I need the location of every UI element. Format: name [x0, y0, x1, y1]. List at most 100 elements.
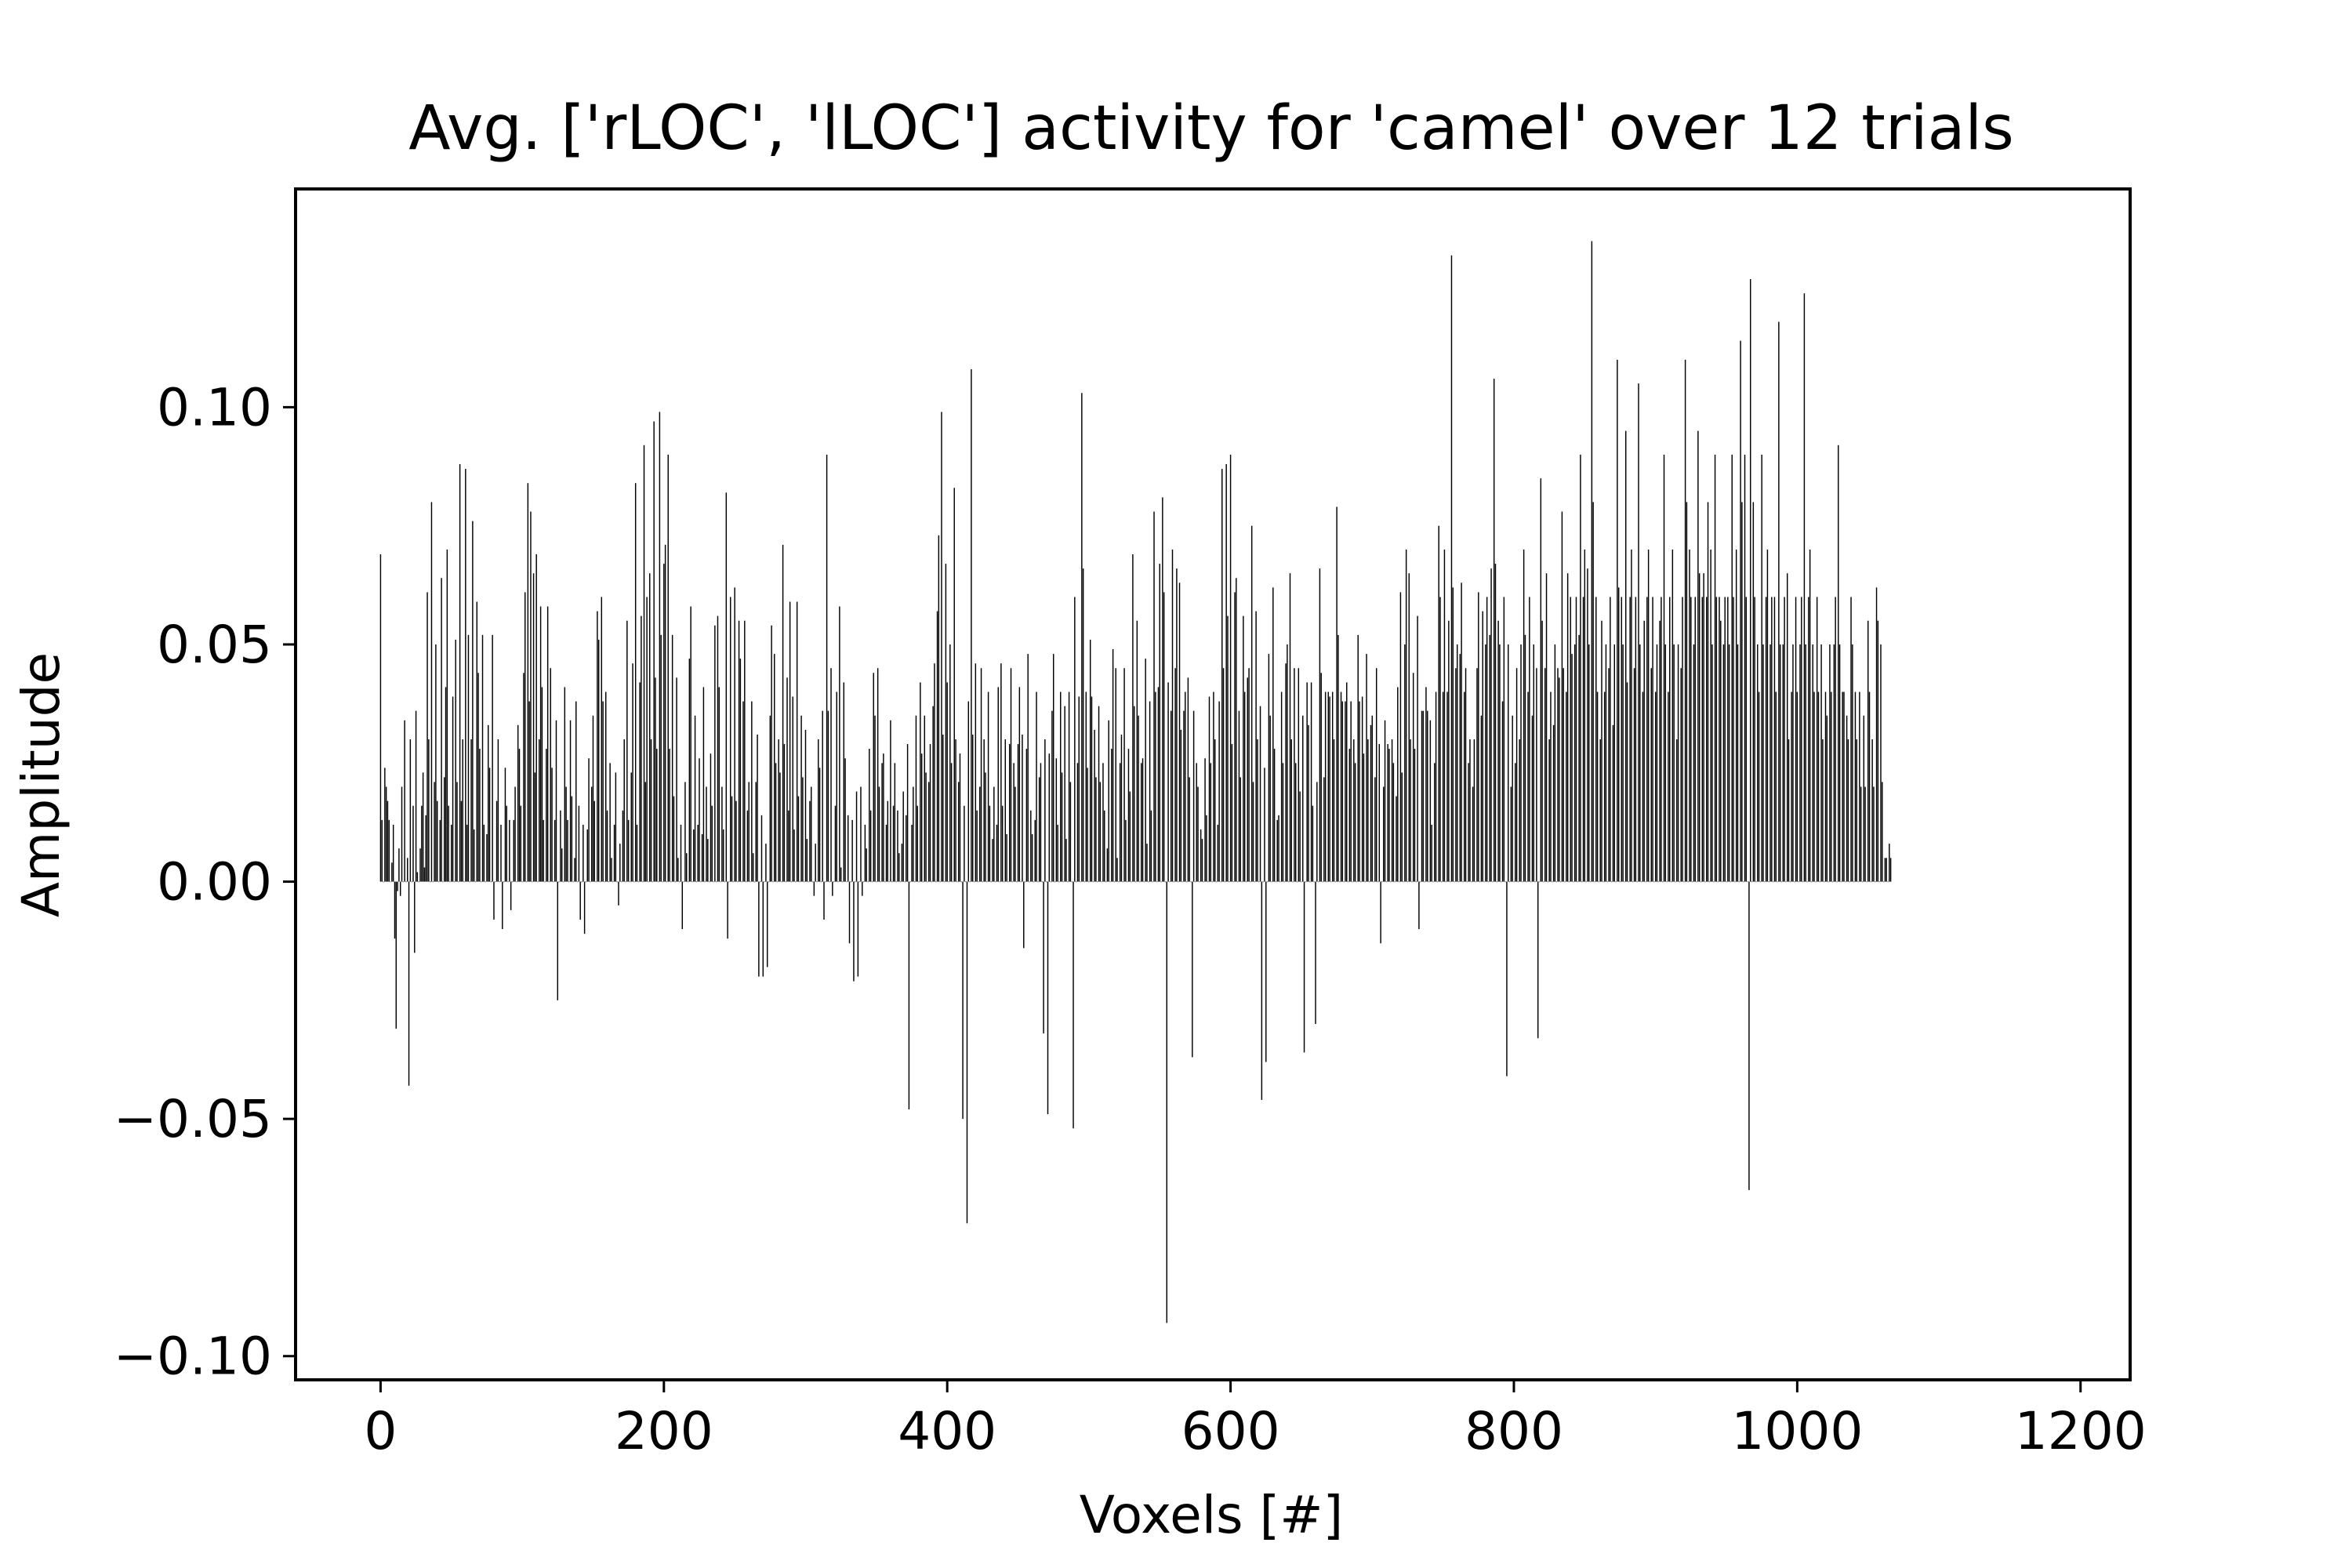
y-tick-label: 0.00 — [157, 852, 272, 913]
bar — [1361, 696, 1363, 882]
bar — [760, 815, 763, 882]
bar — [1143, 881, 1145, 883]
bar — [996, 824, 998, 882]
bar — [876, 881, 877, 883]
bar — [1099, 782, 1102, 882]
bar — [479, 749, 481, 882]
bar — [795, 881, 797, 883]
y-axis-label: Amplitude — [11, 652, 71, 917]
bar — [1735, 549, 1737, 882]
bar — [521, 881, 523, 883]
bar — [986, 881, 988, 883]
bar — [1065, 839, 1067, 882]
bar — [1381, 881, 1383, 883]
bar — [888, 881, 890, 883]
bar — [1299, 791, 1301, 882]
bar — [548, 881, 550, 883]
bar — [975, 663, 977, 882]
bar — [1227, 615, 1229, 882]
bar — [430, 502, 433, 882]
bar — [1561, 511, 1563, 882]
bar — [932, 706, 934, 882]
bar — [625, 881, 626, 883]
bar — [1769, 644, 1771, 882]
bar — [1420, 881, 1421, 883]
bar — [839, 606, 840, 882]
bar — [669, 749, 670, 882]
bar — [1214, 739, 1216, 882]
bar — [523, 673, 524, 882]
y-tick-label: −0.05 — [114, 1089, 272, 1149]
x-tick-label: 400 — [898, 1401, 996, 1461]
bar — [1471, 881, 1472, 883]
bar — [1610, 881, 1613, 883]
bar — [1432, 881, 1434, 883]
bar — [385, 786, 387, 882]
bar — [514, 786, 516, 882]
bar — [1319, 568, 1321, 882]
bar — [663, 564, 665, 882]
bar — [488, 768, 491, 882]
bar — [493, 881, 495, 920]
bar — [1394, 881, 1396, 883]
bar — [1690, 597, 1692, 882]
bar — [500, 824, 502, 882]
bar — [569, 720, 572, 882]
bar — [695, 881, 698, 883]
bar — [1164, 881, 1167, 883]
bar — [1302, 715, 1304, 882]
bar — [537, 881, 539, 883]
bar — [1190, 881, 1192, 883]
x-tick-label: 800 — [1465, 1401, 1563, 1461]
bar — [1194, 881, 1196, 883]
bar — [1272, 587, 1274, 882]
bar — [731, 796, 733, 882]
bar — [1201, 839, 1203, 882]
bar — [1330, 881, 1332, 883]
bar — [660, 634, 662, 882]
bar — [1030, 810, 1032, 882]
bar — [516, 881, 517, 883]
bar — [934, 663, 935, 882]
bar — [1047, 881, 1049, 1115]
bar — [1878, 881, 1880, 883]
bar — [818, 768, 821, 882]
bar — [1677, 644, 1679, 882]
bar — [459, 464, 461, 882]
bar — [989, 805, 991, 882]
bar — [572, 881, 574, 883]
bar — [1517, 881, 1519, 883]
bar — [1527, 691, 1529, 882]
bar — [925, 772, 927, 882]
bar — [735, 800, 737, 882]
bar — [1754, 597, 1755, 882]
x-tick-label: 0 — [364, 1401, 397, 1461]
bar — [1431, 824, 1432, 882]
bar — [1380, 881, 1381, 944]
bar — [728, 881, 730, 883]
bar — [1006, 834, 1007, 882]
bar — [1548, 739, 1550, 882]
bar — [1160, 881, 1162, 883]
bar — [1387, 744, 1388, 882]
bar — [892, 805, 895, 882]
bar — [1629, 597, 1631, 882]
bar — [1346, 682, 1348, 882]
bar — [1466, 881, 1468, 883]
bar — [550, 668, 551, 882]
bar — [840, 867, 842, 882]
bar — [1150, 810, 1152, 882]
bar — [421, 805, 423, 882]
bar — [758, 881, 760, 977]
bar — [1817, 691, 1820, 882]
bar — [1594, 881, 1595, 883]
bar — [1526, 881, 1527, 883]
y-tick-label: −0.10 — [114, 1327, 272, 1387]
bar — [704, 881, 706, 883]
y-tick-label: 0.05 — [157, 615, 272, 675]
bar — [983, 739, 985, 882]
bar — [1048, 753, 1051, 882]
bar — [1829, 644, 1831, 882]
bar — [1155, 691, 1156, 882]
bar — [1836, 881, 1838, 883]
